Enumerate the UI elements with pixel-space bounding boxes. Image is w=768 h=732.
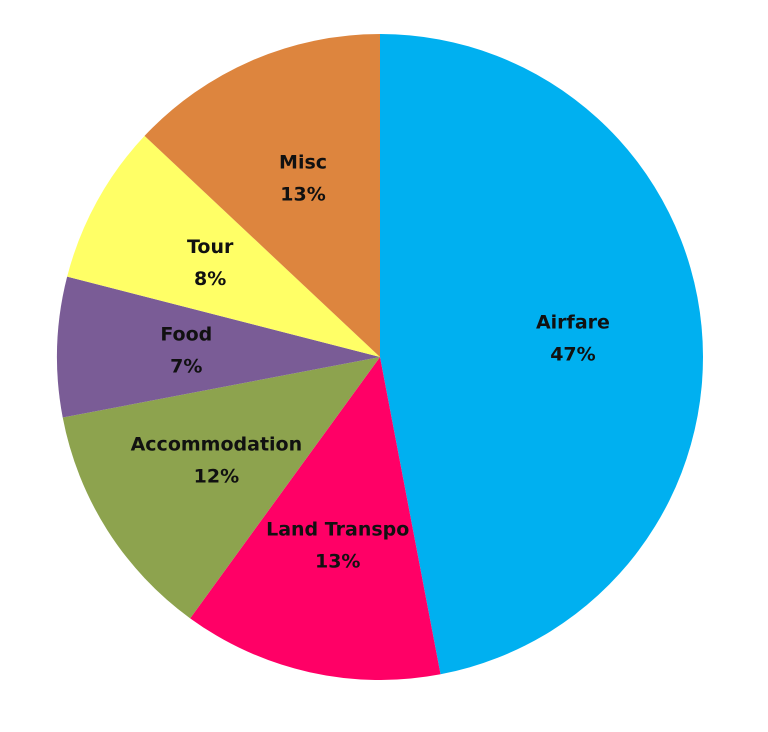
slice-label: Misc: [279, 152, 327, 174]
pie-slice: [56, 276, 380, 418]
pie-slice: [144, 34, 380, 357]
slice-label: Land Transpo: [266, 519, 409, 541]
slice-value-label: 7%: [170, 355, 202, 377]
slice-label: Food: [160, 323, 212, 345]
slice-value-label: 47%: [550, 343, 595, 365]
slice-value-label: 13%: [280, 184, 325, 206]
slice-value-label: 12%: [194, 465, 239, 487]
slice-value-label: 13%: [315, 551, 360, 573]
slice-label: Airfare: [536, 311, 610, 333]
slice-value-label: 8%: [194, 268, 226, 290]
slice-label: Tour: [187, 236, 234, 258]
pie-slice: [67, 135, 380, 357]
pie-slice: [380, 34, 704, 675]
slice-label: Accommodation: [131, 433, 303, 455]
pie-slice: [190, 357, 441, 681]
pie-slice: [62, 357, 380, 619]
